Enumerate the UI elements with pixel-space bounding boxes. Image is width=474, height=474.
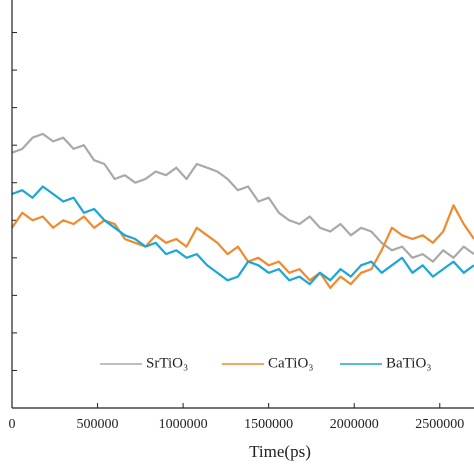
x-axis-label: Time(ps) xyxy=(249,442,311,461)
x-tick-label: 0 xyxy=(9,417,16,432)
x-tick-label: 1000000 xyxy=(159,417,208,432)
x-tick-label: 1500000 xyxy=(244,417,293,432)
x-tick-label: 2500000 xyxy=(415,417,464,432)
legend-label: CaTiO₃ xyxy=(268,355,314,371)
legend-label: BaTiO₃ xyxy=(386,355,432,371)
series-line xyxy=(11,185,474,286)
x-tick-label: 2000000 xyxy=(330,417,379,432)
x-tick-label: 500000 xyxy=(77,417,119,432)
series-line xyxy=(11,132,474,263)
legend-label: SrTiO₃ xyxy=(146,355,188,371)
series-line xyxy=(11,204,474,289)
